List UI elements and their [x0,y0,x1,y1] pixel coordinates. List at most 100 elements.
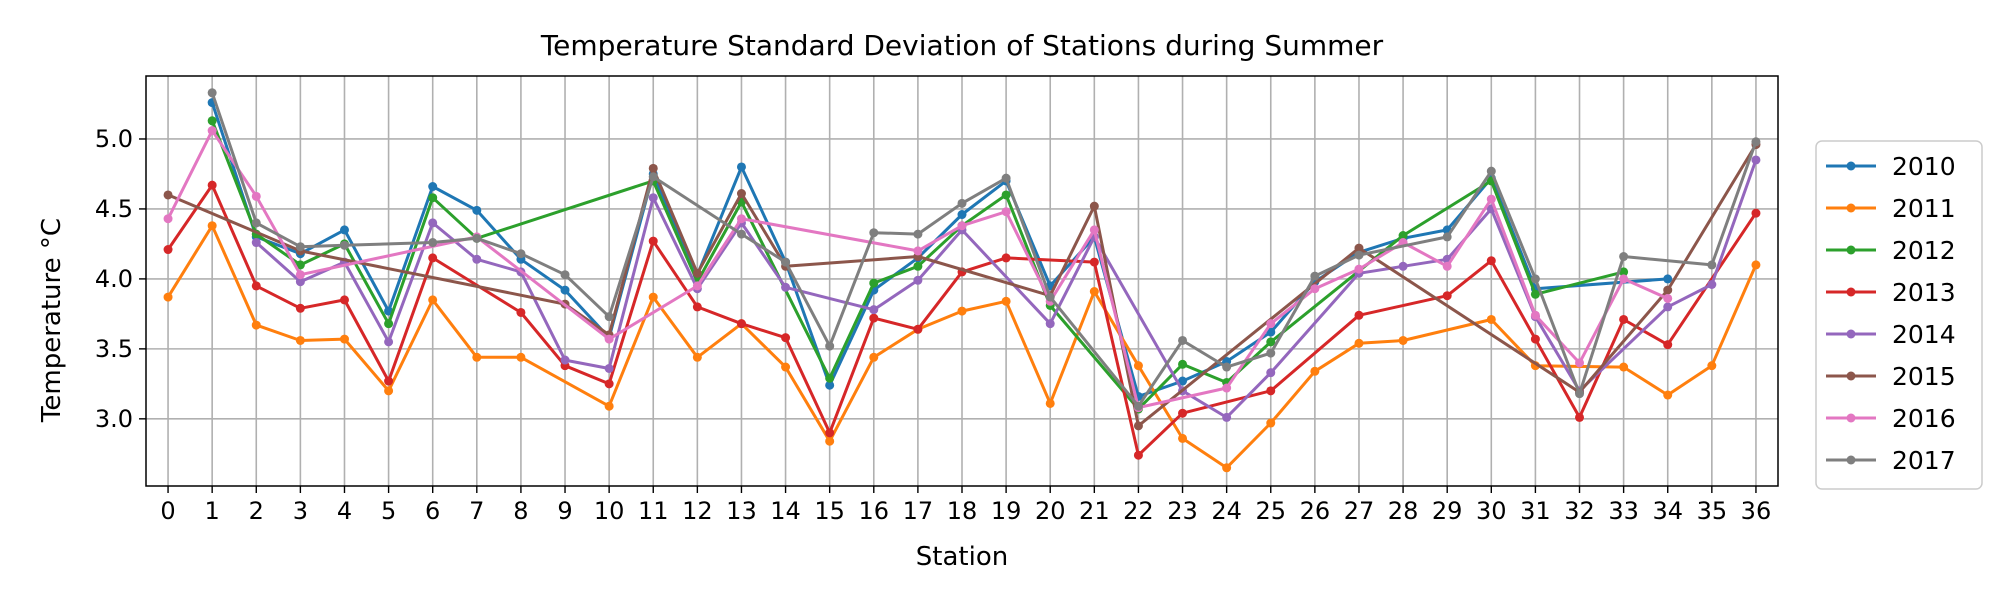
data-point [1575,389,1585,399]
x-tick-label: 34 [1652,497,1683,525]
data-point [251,238,261,248]
data-point [1045,292,1055,302]
legend-item: 2015 [1826,362,1956,391]
data-point [1089,257,1099,267]
data-point [1266,319,1276,329]
data-point [869,313,879,323]
data-point [1001,253,1011,263]
legend-label: 2017 [1892,446,1956,475]
data-point [913,261,923,271]
data-point [1178,408,1188,418]
data-point [560,285,570,295]
data-point [692,281,702,291]
data-point [1398,335,1408,345]
x-tick-label: 29 [1432,497,1463,525]
data-point [1310,366,1320,376]
data-point [1222,412,1232,422]
data-point [428,182,438,192]
x-tick-label: 30 [1476,497,1507,525]
data-point [692,352,702,362]
data-point [295,270,305,280]
legend-item: 2012 [1826,236,1956,265]
legend-swatch-marker [1846,329,1856,339]
data-point [207,180,217,190]
data-point [1486,314,1496,324]
data-point [913,275,923,285]
y-tick-label: 4.0 [95,265,133,293]
data-point [516,352,526,362]
data-point [1222,383,1232,393]
data-point [1751,137,1761,147]
x-tick-label: 12 [682,497,713,525]
series-line [255,159,1758,419]
legend-swatch-marker [1846,203,1856,213]
data-point [913,246,923,256]
x-tick-label: 20 [1035,497,1066,525]
x-tick-label: 25 [1255,497,1286,525]
data-point [339,225,349,235]
data-point [472,254,482,264]
data-point [781,282,791,292]
data-point [1486,194,1496,204]
data-point [1751,260,1761,270]
data-point [1266,386,1276,396]
data-point [1663,285,1673,295]
data-point [1442,261,1452,271]
x-tick-label: 8 [513,497,528,525]
data-point [560,355,570,365]
x-tick-label: 16 [859,497,890,525]
data-point [1619,362,1629,372]
data-point [825,428,835,438]
x-tick-label: 7 [469,497,484,525]
x-tick-label: 28 [1388,497,1419,525]
data-point [1001,190,1011,200]
x-tick-label: 19 [991,497,1022,525]
x-tick-label: 17 [903,497,934,525]
legend-swatch-marker [1846,161,1856,171]
data-point [1751,208,1761,218]
data-point [1751,155,1761,165]
x-tick-label: 22 [1123,497,1154,525]
x-tick-label: 9 [557,497,572,525]
data-point [1530,289,1540,299]
series-line [210,92,1758,408]
data-point [1354,338,1364,348]
y-tick-label: 3.5 [95,335,133,363]
data-point [1707,361,1717,371]
legend-item: 2011 [1826,194,1956,223]
data-point [472,352,482,362]
data-point [957,221,967,231]
data-point [1663,274,1673,284]
series-2010 [207,98,1673,401]
series-line [210,102,1668,398]
data-point [295,303,305,313]
y-tick-label: 5.0 [95,125,133,153]
data-point [1354,243,1364,253]
data-point [736,214,746,224]
data-point [207,88,217,98]
data-point [736,189,746,199]
legend-label: 2010 [1892,152,1956,181]
data-point [163,214,173,224]
legend-item: 2013 [1826,278,1956,307]
x-tick-label: 26 [1300,497,1331,525]
x-tick-label: 24 [1211,497,1242,525]
data-point [1045,319,1055,329]
x-tick-label: 3 [293,497,308,525]
data-point [1530,274,1540,284]
legend-frame [1815,140,1983,490]
data-point [1442,291,1452,301]
data-point [251,218,261,228]
data-point [207,126,217,136]
data-point [428,218,438,228]
x-tick-label: 4 [337,497,352,525]
data-point [1089,286,1099,296]
series-line [167,143,1758,428]
data-point [869,352,879,362]
series-line [166,224,1758,470]
data-point [207,116,217,126]
data-point [1222,362,1232,372]
data-point [1619,267,1629,277]
data-point [648,193,658,203]
